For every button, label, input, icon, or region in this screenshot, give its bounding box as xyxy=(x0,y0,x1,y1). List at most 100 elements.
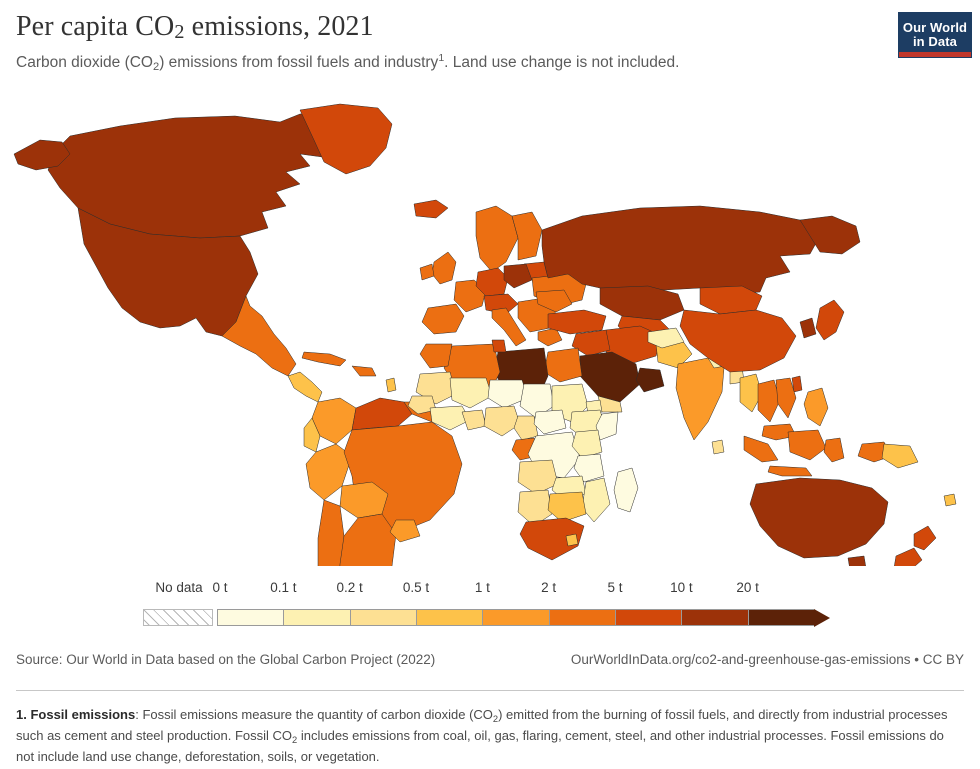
region-angola[interactable] xyxy=(517,459,559,495)
region-malaysia[interactable] xyxy=(761,423,797,441)
region-mozambique[interactable] xyxy=(581,477,611,523)
region-new-zealand-south[interactable] xyxy=(894,547,923,566)
region-car[interactable] xyxy=(533,409,567,435)
region-australia[interactable] xyxy=(749,477,889,559)
region-russia[interactable] xyxy=(541,205,821,295)
legend-bin-8[interactable] xyxy=(747,609,814,626)
region-namibia[interactable] xyxy=(517,489,553,527)
region-korea[interactable] xyxy=(799,317,817,339)
region-sumatra[interactable] xyxy=(743,435,779,463)
region-china[interactable] xyxy=(679,309,797,373)
region-caribbean-small[interactable] xyxy=(385,377,397,393)
legend-bin-6[interactable] xyxy=(615,609,682,626)
map-legend: No data 0 t 0.1 t 0.2 t 0.5 t 1 t 2 t 5 t 10 t 2… xyxy=(0,580,980,636)
legend-tick-3: 0.5 t xyxy=(402,580,430,595)
region-srilanka[interactable] xyxy=(711,439,725,455)
region-ghana-togo[interactable] xyxy=(461,409,487,431)
region-romania-bulgaria[interactable] xyxy=(535,289,573,313)
region-tasmania[interactable] xyxy=(847,555,866,566)
region-vietnam[interactable] xyxy=(775,377,797,419)
source-text: Source: Our World in Data based on the G… xyxy=(16,652,436,667)
region-senegal-guinea[interactable] xyxy=(407,395,437,415)
footnote-marker[interactable]: 1 xyxy=(438,52,445,64)
region-argentina[interactable] xyxy=(338,513,397,566)
region-egypt[interactable] xyxy=(543,347,583,383)
region-south-africa[interactable] xyxy=(519,517,585,561)
region-lesotho[interactable] xyxy=(565,533,579,547)
region-kazakhstan[interactable] xyxy=(599,285,685,321)
region-madagascar[interactable] xyxy=(613,467,639,513)
region-norway-sweden[interactable] xyxy=(475,205,519,273)
region-botswana-zimbabwe[interactable] xyxy=(547,491,587,523)
region-iceland[interactable] xyxy=(413,199,449,219)
no-data-label: No data xyxy=(155,580,203,595)
region-central-america[interactable] xyxy=(287,371,323,403)
region-siberia-east[interactable] xyxy=(799,215,861,255)
region-uae-oman[interactable] xyxy=(635,367,665,393)
region-tanzania[interactable] xyxy=(573,453,605,483)
legend-bin-1[interactable] xyxy=(283,609,350,626)
region-morocco[interactable] xyxy=(419,343,453,369)
region-philippines[interactable] xyxy=(803,387,829,427)
region-myanmar[interactable] xyxy=(739,373,763,413)
legend-bin-7[interactable] xyxy=(681,609,748,626)
no-data-swatch[interactable] xyxy=(143,609,213,626)
legend-bin-4[interactable] xyxy=(482,609,549,626)
region-new-zealand[interactable] xyxy=(913,525,937,551)
region-ecuador[interactable] xyxy=(303,417,321,453)
footnote-number: 1. xyxy=(16,707,31,722)
region-westafrica-coast[interactable] xyxy=(429,405,471,431)
world-choropleth-map[interactable] xyxy=(0,96,980,566)
region-uk[interactable] xyxy=(431,251,457,285)
region-chile[interactable] xyxy=(317,499,345,566)
region-mali[interactable] xyxy=(449,377,493,409)
region-alaska[interactable] xyxy=(13,139,71,171)
region-iraq-syria[interactable] xyxy=(571,329,611,357)
region-germany-benelux[interactable] xyxy=(475,267,509,297)
region-cameroon[interactable] xyxy=(513,415,539,441)
region-alps-central[interactable] xyxy=(483,293,519,315)
region-afghanistan[interactable] xyxy=(647,327,685,349)
legend-bin-2[interactable] xyxy=(349,609,416,626)
region-niger[interactable] xyxy=(487,379,529,409)
region-peru[interactable] xyxy=(305,443,353,501)
legend-tick-1: 0.1 t xyxy=(270,580,297,595)
region-taiwan[interactable] xyxy=(791,375,803,393)
legend-bin-0[interactable] xyxy=(217,609,284,626)
owid-logo[interactable]: Our World in Data xyxy=(898,12,972,58)
region-india[interactable] xyxy=(675,357,725,441)
region-saudi-arabia[interactable] xyxy=(579,351,641,403)
region-greenland[interactable] xyxy=(299,103,393,175)
region-paraguay-uruguay[interactable] xyxy=(389,519,421,543)
region-papua-new-guinea[interactable] xyxy=(881,443,919,469)
region-poland[interactable] xyxy=(503,263,533,289)
region-ireland[interactable] xyxy=(419,263,435,281)
region-sulawesi[interactable] xyxy=(823,437,845,463)
region-cuba[interactable] xyxy=(301,351,347,367)
region-thailand[interactable] xyxy=(757,379,781,423)
logo-line-2: in Data xyxy=(912,34,958,49)
legend-bin-3[interactable] xyxy=(416,609,483,626)
chart-header: Per capita CO2 emissions, 2021 Carbon di… xyxy=(16,10,876,75)
region-usa[interactable] xyxy=(77,207,259,337)
legend-bin-5[interactable] xyxy=(548,609,615,626)
region-turkey[interactable] xyxy=(547,309,607,335)
legend-color-scale[interactable]: 0 t 0.1 t 0.2 t 0.5 t 1 t 2 t 5 t 10 t 20 t xyxy=(212,580,830,628)
region-hispaniola[interactable] xyxy=(351,365,377,377)
region-java[interactable] xyxy=(767,465,813,477)
region-spain-portugal[interactable] xyxy=(421,303,465,335)
region-finland[interactable] xyxy=(511,211,543,261)
source-link[interactable]: OurWorldInData.org/co2-and-greenhouse-ga… xyxy=(570,652,964,667)
map-svg xyxy=(13,103,957,566)
region-fiji[interactable] xyxy=(943,493,957,507)
region-borneo[interactable] xyxy=(787,429,827,461)
region-nigeria[interactable] xyxy=(483,405,521,437)
legend-tick-5: 2 t xyxy=(541,580,557,595)
region-italy[interactable] xyxy=(491,307,527,347)
map-regions xyxy=(13,103,957,566)
region-tunisia[interactable] xyxy=(491,339,507,353)
region-japan[interactable] xyxy=(815,299,845,341)
region-mexico[interactable] xyxy=(221,295,297,377)
region-somalia[interactable] xyxy=(595,411,619,441)
